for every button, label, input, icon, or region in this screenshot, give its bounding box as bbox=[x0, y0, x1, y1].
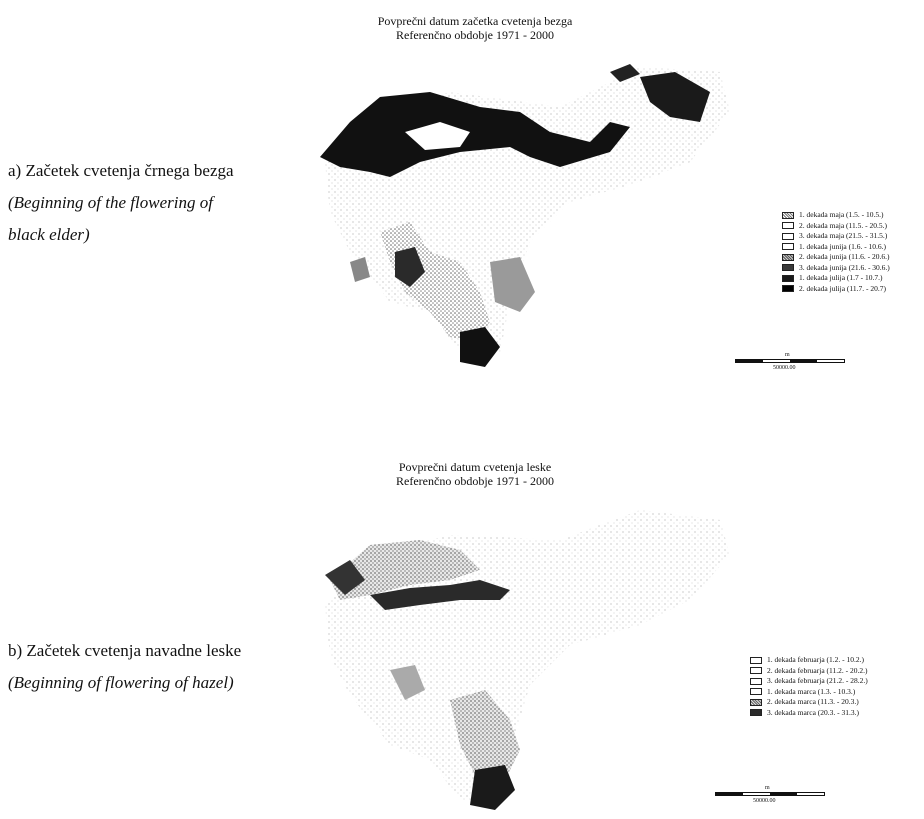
map-region-dark-mid bbox=[395, 247, 425, 287]
map-region-dark-south bbox=[460, 327, 500, 367]
legend-item: 1. dekada julija (1.7 - 10.7.) bbox=[782, 273, 890, 284]
legend-swatch bbox=[750, 667, 762, 675]
legend-item: 1. dekada marca (1.3. - 10.3.) bbox=[750, 687, 868, 698]
legend-swatch bbox=[782, 222, 794, 230]
scale-bar: m 50000.00 bbox=[715, 785, 825, 807]
map-legend: 1. dekada maja (1.5. - 10.5.) 2. dekada … bbox=[782, 210, 890, 294]
legend-item: 1. dekada maja (1.5. - 10.5.) bbox=[782, 210, 890, 221]
legend-swatch bbox=[782, 253, 794, 261]
legend-label: 3. dekada marca (20.3. - 31.3.) bbox=[767, 707, 860, 717]
legend-item: 3. dekada maja (21.5. - 31.5.) bbox=[782, 231, 890, 242]
map-title-line2: Referenčno obdobje 1971 - 2000 bbox=[396, 28, 554, 42]
legend-item: 2. dekada julija (11.7. - 20.7) bbox=[782, 284, 890, 295]
caption-english: (Beginning of flowering of hazel) bbox=[8, 673, 234, 692]
figure-caption: b) Začetek cvetenja navadne leske (Begin… bbox=[8, 635, 241, 699]
legend-swatch bbox=[782, 264, 794, 272]
scale-label: 50000.00 bbox=[773, 365, 796, 371]
legend-swatch bbox=[750, 677, 762, 685]
figure-caption: a) Začetek cvetenja črnega bezga (Beginn… bbox=[8, 155, 234, 251]
legend-swatch bbox=[782, 211, 794, 219]
legend-label: 2. dekada julija (11.7. - 20.7) bbox=[799, 283, 886, 293]
legend-swatch bbox=[782, 232, 794, 240]
legend-swatch bbox=[782, 285, 794, 293]
scale-bar-graphic bbox=[715, 792, 825, 796]
map-title-line1: Povprečni datum cvetenja leske bbox=[398, 460, 552, 474]
legend-label: 1. dekada marca (1.3. - 10.3.) bbox=[767, 686, 856, 696]
legend-label: 1. dekada maja (1.5. - 10.5.) bbox=[799, 210, 884, 219]
legend-label: 3. dekada maja (21.5. - 31.5.) bbox=[799, 231, 888, 240]
legend-item: 2. dekada junija (11.6. - 20.6.) bbox=[782, 252, 890, 263]
map-hazel-flowering bbox=[325, 510, 730, 810]
legend-item: 3. dekada junija (21.6. - 30.6.) bbox=[782, 263, 890, 274]
map-region-dark-northeast bbox=[640, 72, 710, 122]
panel-hazel: Povprečni datum cvetenja leske Referenčn… bbox=[0, 440, 924, 819]
map-title-line2: Referenčno obdobje 1971 - 2000 bbox=[396, 474, 554, 488]
scale-bar-graphic bbox=[735, 359, 845, 363]
legend-swatch bbox=[750, 688, 762, 696]
legend-label: 2. dekada marca (11.3. - 20.3.) bbox=[767, 697, 859, 706]
scale-bar: m 50000.00 bbox=[735, 352, 845, 374]
legend-swatch bbox=[750, 698, 762, 706]
legend-label: 3. dekada februarja (21.2. - 28.2.) bbox=[767, 676, 868, 685]
legend-label: 3. dekada junija (21.6. - 30.6.) bbox=[799, 262, 890, 272]
map-title: Povprečni datum cvetenja leske Referenčn… bbox=[330, 460, 620, 488]
map-region-dark-small bbox=[610, 64, 640, 82]
caption-english-line1: (Beginning of the flowering of bbox=[8, 193, 213, 212]
legend-item: 1. dekada junija (1.6. - 10.6.) bbox=[782, 242, 890, 253]
scale-label: 50000.00 bbox=[753, 798, 776, 804]
legend-item: 2. dekada maja (11.5. - 20.5.) bbox=[782, 221, 890, 232]
map-elder-flowering bbox=[320, 64, 730, 367]
legend-item: 3. dekada marca (20.3. - 31.3.) bbox=[750, 708, 868, 719]
legend-label: 1. dekada februarja (1.2. - 10.2.) bbox=[767, 655, 865, 664]
map-region-gray-south bbox=[450, 690, 520, 780]
legend-label: 1. dekada junija (1.6. - 10.6.) bbox=[799, 241, 887, 251]
map-region-dark-north bbox=[320, 92, 630, 177]
map-region-dark-band bbox=[370, 580, 510, 610]
map-title: Povprečni datum začetka cvetenja bezga R… bbox=[330, 14, 620, 42]
map-legend: 1. dekada februarja (1.2. - 10.2.) 2. de… bbox=[750, 655, 868, 718]
legend-label: 2. dekada maja (11.5. - 20.5.) bbox=[799, 220, 888, 230]
map-region-gray-mid bbox=[390, 665, 425, 700]
legend-swatch bbox=[750, 656, 762, 664]
map-region-gray bbox=[490, 257, 535, 312]
scale-unit: m bbox=[785, 352, 790, 358]
caption-slovene: b) Začetek cvetenja navadne leske bbox=[8, 641, 242, 660]
legend-label: 2. dekada junija (11.6. - 20.6.) bbox=[799, 252, 890, 261]
legend-label: 2. dekada februarja (11.2. - 20.2.) bbox=[767, 665, 868, 675]
legend-swatch bbox=[782, 243, 794, 251]
legend-item: 2. dekada februarja (11.2. - 20.2.) bbox=[750, 666, 868, 677]
legend-item: 2. dekada marca (11.3. - 20.3.) bbox=[750, 697, 868, 708]
scale-unit: m bbox=[765, 785, 770, 791]
map-region-dark-south bbox=[470, 765, 515, 810]
caption-slovene: a) Začetek cvetenja črnega bezga bbox=[8, 161, 234, 180]
legend-swatch bbox=[782, 274, 794, 282]
caption-english-line2: black elder) bbox=[8, 225, 90, 244]
map-region-dark-west bbox=[325, 560, 365, 595]
legend-swatch bbox=[750, 709, 762, 717]
legend-item: 1. dekada februarja (1.2. - 10.2.) bbox=[750, 655, 868, 666]
legend-item: 3. dekada februarja (21.2. - 28.2.) bbox=[750, 676, 868, 687]
legend-label: 1. dekada julija (1.7 - 10.7.) bbox=[799, 273, 883, 282]
panel-black-elder: Povprečni datum začetka cvetenja bezga R… bbox=[0, 0, 924, 400]
map-region-gray-north bbox=[330, 540, 480, 600]
map-region-white-hole bbox=[405, 122, 470, 150]
map-title-line1: Povprečni datum začetka cvetenja bezga bbox=[377, 14, 573, 28]
map-region-gray-west bbox=[350, 257, 370, 282]
